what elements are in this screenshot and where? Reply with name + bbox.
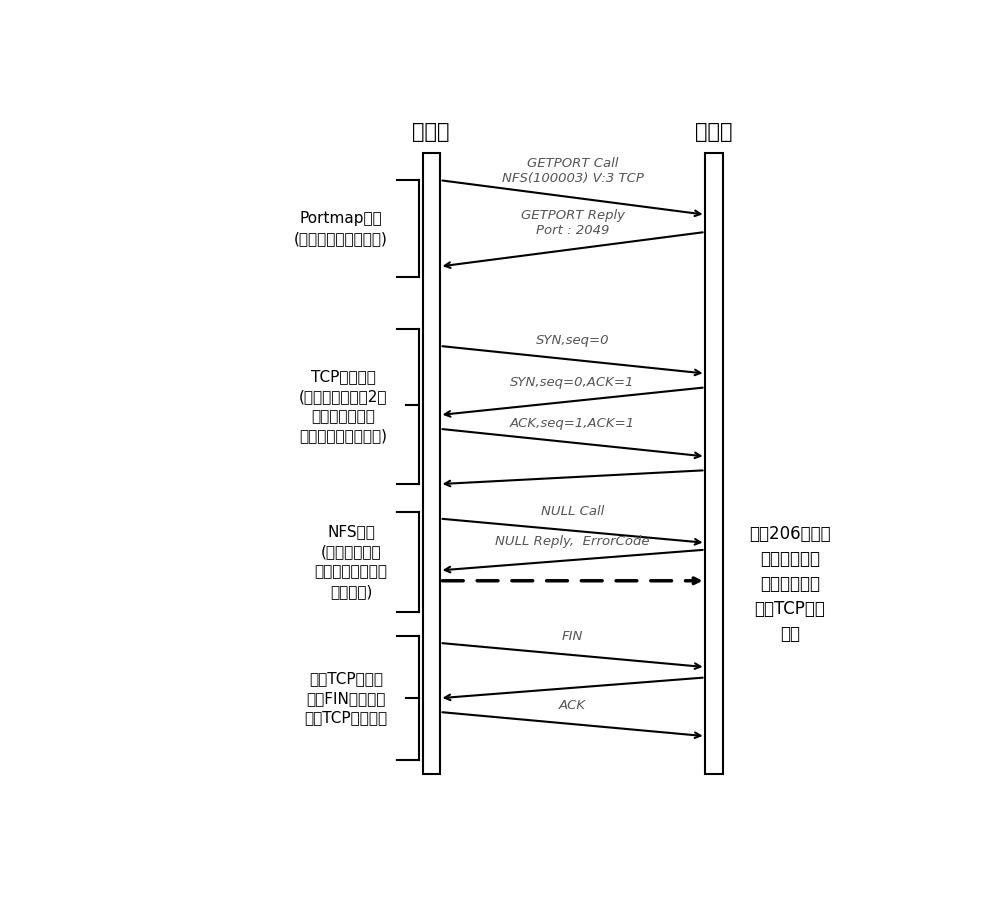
Text: SYN,seq=0,ACK=1: SYN,seq=0,ACK=1 [510,376,635,388]
Text: GETPORT Call
NFS(100003) V:3 TCP: GETPORT Call NFS(100003) V:3 TCP [502,157,644,185]
Text: 客户端: 客户端 [695,122,733,142]
Bar [423,152,440,774]
Text: NULL Reply,  ErrorCode: NULL Reply, ErrorCode [495,535,650,547]
Text: ACK: ACK [559,699,586,711]
Text: 服务端: 服务端 [412,122,450,142]
Text: Portmap协议
(远程过程端口号查询): Portmap协议 (远程过程端口号查询) [294,211,388,246]
Text: SYN,seq=0: SYN,seq=0 [536,335,609,347]
Text: NFS协议
(过载状态下，
发送携带错误码的
握手响应): NFS协议 (过载状态下， 发送携带错误码的 握手响应) [315,525,388,599]
Text: FIN: FIN [562,630,583,642]
Text: 通过TCP连接接
收到FIN请求后，
断开TCP会话连接: 通过TCP连接接 收到FIN请求后， 断开TCP会话连接 [305,671,388,726]
Text: TCP连接建立
(三次握手成功后2，
创建连接对象，
初始化过载限制属性): TCP连接建立 (三次握手成功后2， 创建连接对象， 初始化过载限制属性) [299,370,388,443]
Text: NULL Call: NULL Call [541,505,604,518]
Text: ACK,seq=1,ACK=1: ACK,seq=1,ACK=1 [510,417,635,431]
Bar [705,152,723,774]
Text: GETPORT Reply
Port : 2049: GETPORT Reply Port : 2049 [521,209,625,237]
Text: 步骤206、客户
端接收到错误
响应后，主动
断开TCP会话
连接: 步骤206、客户 端接收到错误 响应后，主动 断开TCP会话 连接 [749,526,830,643]
